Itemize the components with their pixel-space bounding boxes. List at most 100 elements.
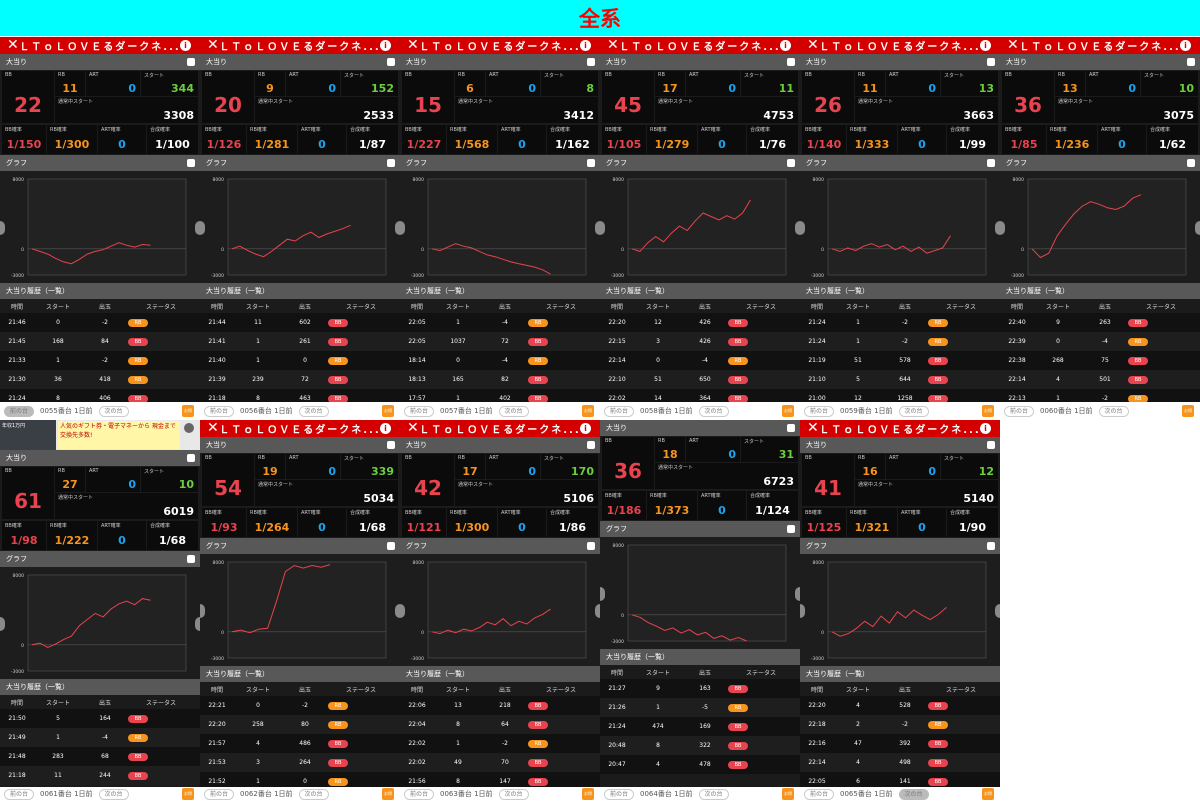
expand-icon[interactable] — [387, 58, 395, 66]
history-row[interactable]: 21:49 1 -4 RB — [0, 728, 200, 747]
next-machine-button[interactable]: 次の台 — [298, 788, 329, 800]
graph-prev-arrow[interactable] — [600, 221, 605, 235]
expand-icon[interactable] — [987, 542, 995, 550]
close-icon[interactable]: ✕ — [207, 37, 219, 53]
history-row[interactable]: 22:18 2 -2 RB — [800, 715, 1000, 734]
next-machine-button[interactable]: 次の台 — [698, 405, 729, 417]
history-row[interactable]: 18:14 0 -4 RB — [400, 351, 600, 370]
prev-machine-button[interactable]: 前の台 — [804, 405, 834, 417]
ad-info-icon[interactable] — [184, 423, 194, 433]
history-row[interactable]: 21:19 51 578 BB — [800, 351, 1000, 370]
close-icon[interactable]: ✕ — [407, 420, 419, 436]
history-row[interactable]: 21:40 1 0 RB — [200, 351, 400, 370]
history-row[interactable]: 21:24 474 169 BB — [600, 717, 800, 736]
history-row[interactable]: 17:57 1 402 BB — [400, 389, 600, 402]
history-row[interactable]: 22:02 14 364 BB — [600, 389, 800, 402]
expand-icon[interactable] — [787, 58, 795, 66]
history-row[interactable]: 18:13 165 82 BB — [400, 370, 600, 389]
next-machine-button[interactable]: 次の台 — [498, 788, 529, 800]
history-row[interactable]: 22:05 6 141 BB — [800, 772, 1000, 787]
history-row[interactable]: 21:24 1 -2 RB — [800, 332, 1000, 351]
graph-next-arrow[interactable] — [195, 617, 200, 631]
info-icon[interactable]: i — [1180, 40, 1191, 51]
history-row[interactable]: 21:27 9 163 BB — [600, 679, 800, 698]
history-row[interactable]: 20:48 8 322 BB — [600, 736, 800, 755]
history-row[interactable]: 21:57 4 486 BB — [200, 734, 400, 753]
bonus-app-icon[interactable]: お得 — [182, 405, 194, 417]
prev-machine-button[interactable]: 前の台 — [804, 788, 834, 800]
history-row[interactable]: 22:39 0 -4 RB — [1000, 332, 1200, 351]
history-row[interactable]: 21:56 8 147 BB — [400, 772, 600, 787]
graph-next-arrow[interactable] — [1195, 221, 1200, 235]
expand-icon[interactable] — [387, 542, 395, 550]
close-icon[interactable]: ✕ — [1007, 37, 1019, 53]
history-row[interactable]: 20:47 4 478 BB — [600, 755, 800, 774]
bonus-app-icon[interactable]: お得 — [382, 405, 394, 417]
prev-machine-button[interactable]: 前の台 — [404, 405, 434, 417]
next-machine-button[interactable]: 次の台 — [98, 405, 129, 417]
bonus-app-icon[interactable]: お得 — [782, 788, 794, 800]
history-row[interactable]: 22:06 13 218 BB — [400, 696, 600, 715]
graph-prev-arrow[interactable] — [800, 604, 805, 618]
prev-machine-button[interactable]: 前の台 — [4, 405, 34, 417]
graph-prev-arrow[interactable] — [400, 604, 405, 618]
prev-machine-button[interactable]: 前の台 — [604, 788, 634, 800]
prev-machine-button[interactable]: 前の台 — [604, 405, 634, 417]
info-icon[interactable]: i — [180, 40, 191, 51]
expand-icon[interactable] — [187, 555, 195, 563]
close-icon[interactable]: ✕ — [807, 37, 819, 53]
graph-next-arrow[interactable] — [395, 604, 400, 618]
history-row[interactable]: 22:14 4 498 BB — [800, 753, 1000, 772]
bonus-app-icon[interactable]: お得 — [1182, 405, 1194, 417]
info-icon[interactable]: i — [380, 423, 391, 434]
graph-prev-arrow[interactable] — [0, 221, 5, 235]
close-icon[interactable]: ✕ — [807, 420, 819, 436]
bonus-app-icon[interactable]: お得 — [382, 788, 394, 800]
history-row[interactable]: 22:20 258 80 RB — [200, 715, 400, 734]
expand-icon[interactable] — [987, 159, 995, 167]
expand-icon[interactable] — [787, 525, 795, 533]
history-row[interactable]: 22:14 4 501 BB — [1000, 370, 1200, 389]
graph-prev-arrow[interactable] — [200, 604, 205, 618]
history-row[interactable]: 21:48 283 68 BB — [0, 747, 200, 766]
next-machine-button[interactable]: 次の台 — [498, 405, 529, 417]
expand-icon[interactable] — [187, 159, 195, 167]
history-row[interactable]: 21:18 8 463 BB — [200, 389, 400, 402]
history-row[interactable]: 21:44 11 602 BB — [200, 313, 400, 332]
graph-next-arrow[interactable] — [595, 604, 600, 618]
history-row[interactable]: 22:13 1 -2 RB — [1000, 389, 1200, 402]
graph-prev-arrow[interactable] — [200, 221, 205, 235]
bonus-app-icon[interactable]: お得 — [582, 788, 594, 800]
next-machine-button[interactable]: 次の台 — [1098, 405, 1129, 417]
expand-icon[interactable] — [787, 424, 795, 432]
info-icon[interactable]: i — [980, 40, 991, 51]
next-machine-button[interactable]: 次の台 — [898, 788, 929, 800]
history-row[interactable]: 22:20 12 426 BB — [600, 313, 800, 332]
expand-icon[interactable] — [387, 159, 395, 167]
expand-icon[interactable] — [987, 441, 995, 449]
expand-icon[interactable] — [787, 159, 795, 167]
graph-prev-arrow[interactable] — [800, 221, 805, 235]
expand-icon[interactable] — [387, 441, 395, 449]
expand-icon[interactable] — [587, 441, 595, 449]
next-machine-button[interactable]: 次の台 — [98, 788, 129, 800]
info-icon[interactable]: i — [380, 40, 391, 51]
expand-icon[interactable] — [587, 542, 595, 550]
next-machine-button[interactable]: 次の台 — [898, 405, 929, 417]
expand-icon[interactable] — [1187, 159, 1195, 167]
expand-icon[interactable] — [987, 58, 995, 66]
graph-prev-arrow[interactable] — [1000, 221, 1005, 235]
bonus-app-icon[interactable]: お得 — [582, 405, 594, 417]
bonus-app-icon[interactable]: お得 — [982, 788, 994, 800]
expand-icon[interactable] — [587, 159, 595, 167]
history-row[interactable]: 22:14 0 -4 RB — [600, 351, 800, 370]
next-machine-button[interactable]: 次の台 — [698, 788, 729, 800]
graph-next-arrow[interactable] — [995, 604, 1000, 618]
history-row[interactable]: 22:20 4 528 BB — [800, 696, 1000, 715]
history-row[interactable]: 21:10 5 644 BB — [800, 370, 1000, 389]
history-row[interactable]: 22:04 8 64 BB — [400, 715, 600, 734]
history-row[interactable]: 21:53 3 264 BB — [200, 753, 400, 772]
history-row[interactable]: 21:00 12 1258 BB — [800, 389, 1000, 402]
history-row[interactable]: 21:26 1 -5 RB — [600, 698, 800, 717]
history-row[interactable]: 21:52 1 0 RB — [200, 772, 400, 787]
